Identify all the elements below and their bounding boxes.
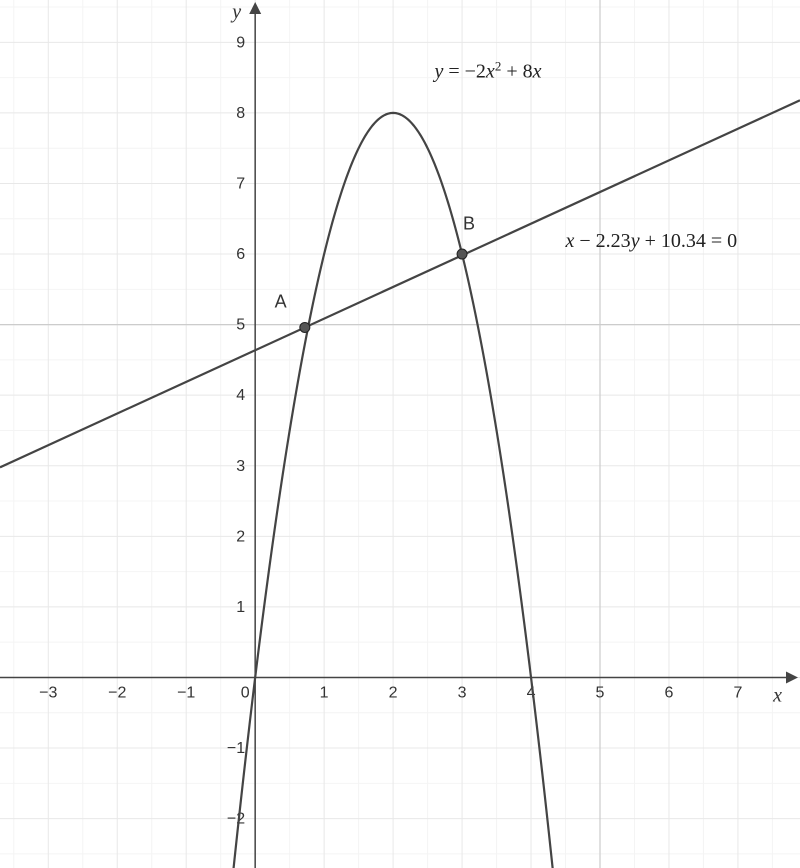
svg-text:3: 3 [236, 458, 245, 475]
svg-text:−2: −2 [227, 811, 245, 828]
svg-text:A: A [275, 292, 287, 312]
svg-text:7: 7 [236, 175, 245, 192]
svg-text:5: 5 [236, 317, 245, 334]
svg-text:7: 7 [733, 684, 742, 701]
svg-text:9: 9 [236, 34, 245, 51]
svg-text:2: 2 [389, 684, 398, 701]
svg-text:y: y [230, 1, 241, 23]
chart-svg: xy−3−2−112345670−2−1123456789ABy = −2x2 … [0, 0, 800, 868]
svg-text:y = −2x2 + 8x: y = −2x2 + 8x [432, 58, 541, 83]
svg-text:−1: −1 [227, 740, 245, 757]
svg-text:−1: −1 [177, 684, 195, 701]
svg-text:x − 2.23y + 10.34 = 0: x − 2.23y + 10.34 = 0 [565, 230, 738, 252]
svg-text:8: 8 [236, 105, 245, 122]
svg-text:4: 4 [236, 387, 245, 404]
svg-text:−2: −2 [108, 684, 126, 701]
svg-text:1: 1 [236, 599, 245, 616]
chart-container: xy−3−2−112345670−2−1123456789ABy = −2x2 … [0, 0, 800, 868]
svg-text:B: B [463, 213, 475, 233]
svg-text:0: 0 [241, 684, 250, 701]
svg-text:−3: −3 [39, 684, 57, 701]
svg-text:5: 5 [596, 684, 605, 701]
svg-text:6: 6 [665, 684, 674, 701]
svg-text:1: 1 [320, 684, 329, 701]
svg-text:x: x [772, 684, 782, 706]
svg-text:2: 2 [236, 528, 245, 545]
svg-text:6: 6 [236, 246, 245, 263]
svg-text:3: 3 [458, 684, 467, 701]
